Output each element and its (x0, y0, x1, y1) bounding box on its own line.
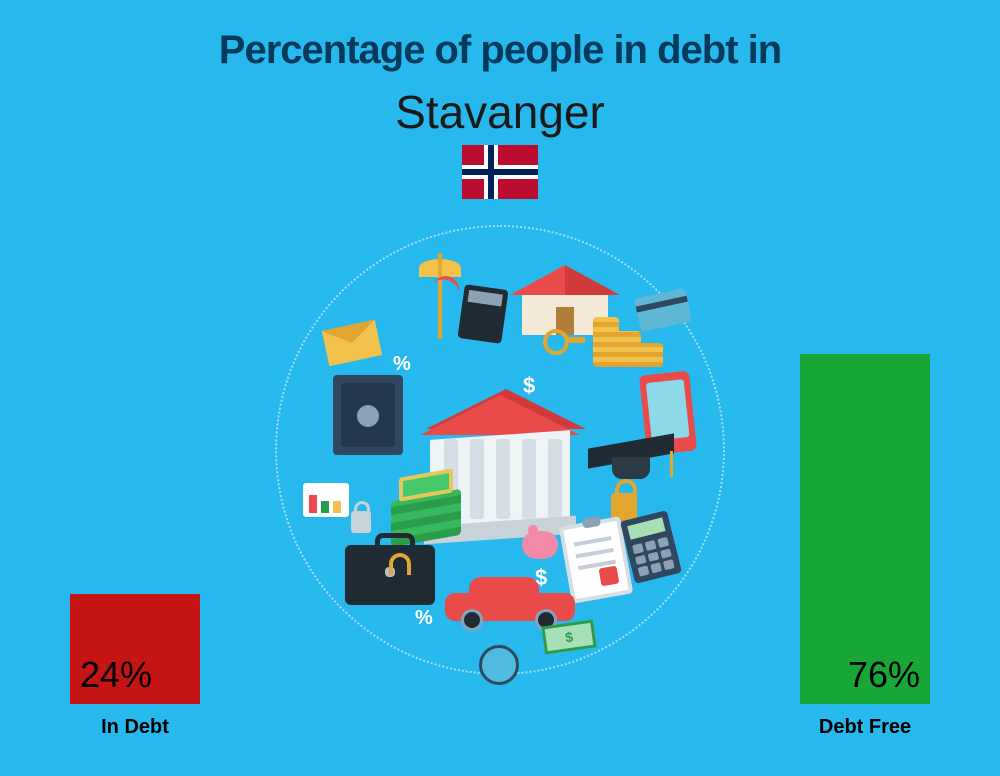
bar-in-debt: 24% In Debt (70, 594, 200, 704)
bar-in-debt-label: In Debt (70, 716, 200, 739)
mini-chart-icon (303, 483, 349, 517)
globe-icon (479, 645, 519, 685)
safe-icon (333, 375, 403, 455)
cash-stack-icon (391, 481, 461, 541)
graduation-cap-icon (588, 441, 674, 481)
percent-icon: % (415, 607, 433, 630)
calculator-icon (457, 284, 508, 344)
title-line-1: Percentage of people in debt in (0, 28, 1000, 73)
padlock-icon (351, 511, 371, 533)
title-city: Stavanger (0, 85, 1000, 139)
bar-in-debt-value: 24% (80, 654, 152, 696)
norway-flag-icon (462, 145, 538, 199)
bar-debt-free: 76% Debt Free (800, 354, 930, 704)
percent-icon: % (393, 353, 411, 376)
bar-debt-free-value: 76% (848, 654, 920, 696)
finance-illustration: % % % $ $ (275, 225, 725, 675)
key-icon (543, 333, 583, 349)
bar-debt-free-label: Debt Free (800, 716, 930, 739)
caduceus-icon (425, 253, 455, 339)
flag-cross-horizontal (462, 169, 538, 175)
briefcase-icon (345, 545, 435, 605)
car-icon (445, 575, 575, 631)
piggy-bank-icon (522, 531, 558, 559)
